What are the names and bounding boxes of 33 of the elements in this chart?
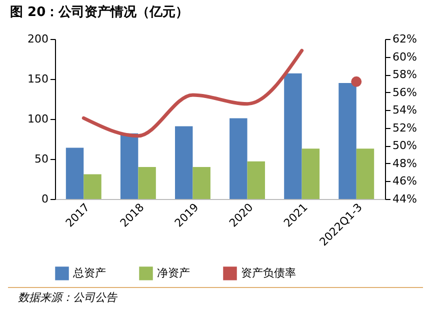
line-series	[82, 48, 304, 138]
legend-label: 净资产	[157, 266, 190, 280]
bar	[338, 83, 356, 199]
y-tick-label: 100	[28, 112, 48, 126]
bar	[356, 148, 374, 199]
bar	[192, 167, 210, 199]
y-tick-label: 200	[28, 32, 48, 46]
bar	[284, 73, 302, 199]
y-tick-label: 150	[28, 72, 48, 86]
y2-tick-label: 44%	[392, 192, 417, 206]
y-tick-label: 0	[42, 192, 48, 206]
y2-tick-label: 50%	[392, 139, 417, 152]
bar	[138, 167, 156, 199]
chart-title: 图 20：公司资产情况（亿元）	[10, 4, 189, 20]
bar	[175, 126, 193, 199]
y-tick-label: 50	[34, 152, 48, 166]
legend-label: 资产负债率	[241, 266, 296, 280]
bar	[302, 148, 320, 199]
legend-label: 总资产	[72, 266, 106, 280]
bar	[247, 161, 265, 199]
bar	[66, 148, 84, 199]
y2-tick-label: 56%	[392, 86, 417, 99]
y2-tick-label: 48%	[392, 156, 417, 170]
y2-tick-label: 58%	[392, 68, 417, 82]
bar	[230, 118, 248, 199]
bar	[120, 133, 138, 199]
bar	[84, 174, 102, 199]
y2-tick-label: 62%	[392, 32, 417, 46]
y2-tick-label: 52%	[392, 121, 417, 134]
y2-tick-label: 60%	[392, 50, 417, 64]
y2-tick-label: 54%	[392, 104, 417, 117]
source-note: 数据来源：公司公告	[18, 290, 118, 305]
y2-tick-label: 46%	[392, 174, 417, 188]
